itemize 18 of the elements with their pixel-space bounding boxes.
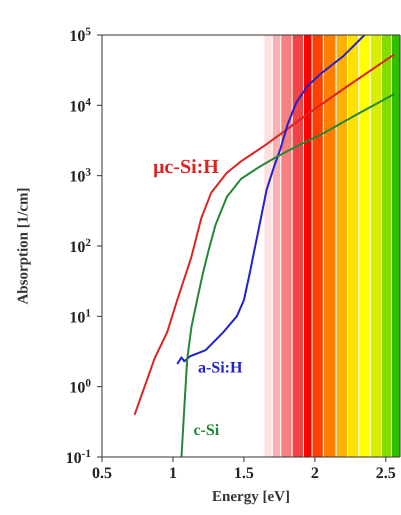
series-label: a-Si:H <box>198 359 243 376</box>
y-tick-label: 10$^{0}$ <box>69 378 92 397</box>
y-tick-label: 10$^{3}$ <box>69 166 92 186</box>
x-tick-label: 2.5 <box>376 465 396 482</box>
x-tick-label: 1 <box>168 465 177 482</box>
y-axis-title: Absorption [1/cm] <box>15 187 32 305</box>
line-series <box>134 53 396 416</box>
x-tick-label: 2 <box>310 465 319 482</box>
x-tick-label: 0.5 <box>92 465 112 482</box>
y-tick-label: 10$^{4}$ <box>69 96 92 116</box>
y-tick-label: 10$^{-1}$ <box>66 448 92 467</box>
series-label: c-Si <box>193 422 220 439</box>
series-label: μc-Si:H <box>153 156 220 178</box>
y-tick-label: 10$^{1}$ <box>69 307 92 326</box>
x-axis-title: Energy [eV] <box>212 489 290 505</box>
y-tick-label: 10$^{5}$ <box>69 26 92 45</box>
y-tick-label: 10$^{2}$ <box>69 237 92 256</box>
x-tick-label: 1.5 <box>234 465 254 482</box>
